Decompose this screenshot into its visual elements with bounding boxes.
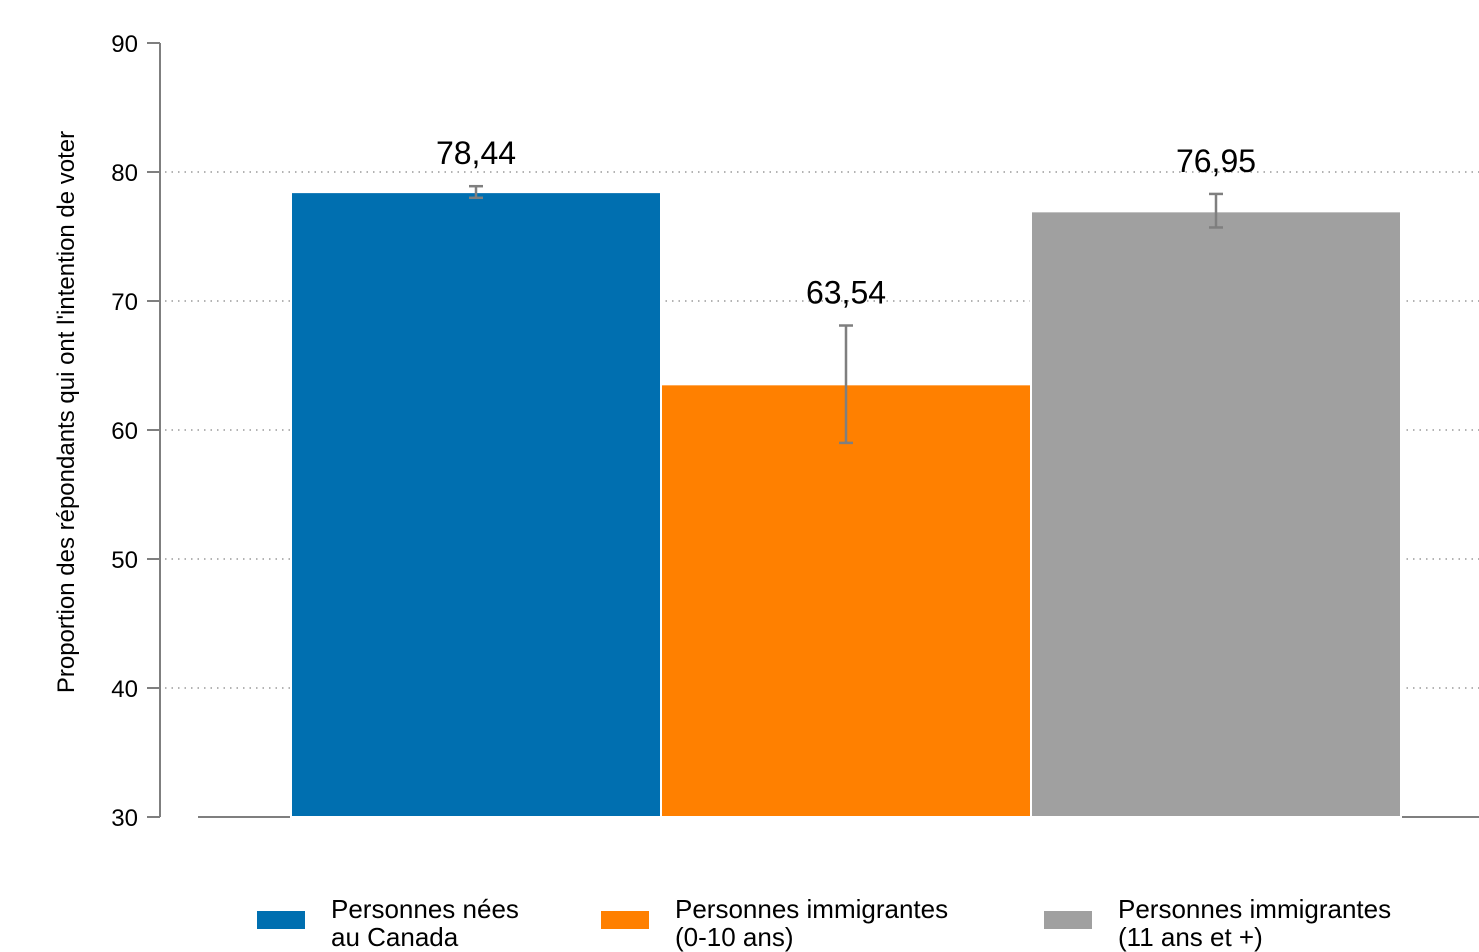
- error-bars: [469, 184, 1223, 445]
- legend-swatch: [600, 910, 650, 930]
- data-label: 78,44: [436, 135, 516, 171]
- legend-item-immigrantes-11-plus: Personnes immigrantes (11 ans et +): [1043, 895, 1391, 951]
- y-tick-label: 60: [111, 418, 138, 445]
- y-tick-label: 30: [111, 805, 138, 832]
- y-tick-label: 90: [111, 31, 138, 58]
- legend-label: Personnes immigrantes (11 ans et +): [1118, 894, 1392, 952]
- legend-label: Personnes nées au Canada: [331, 894, 519, 952]
- data-label: 63,54: [806, 275, 886, 311]
- data-labels: 78,44 63,54 76,95: [436, 135, 1256, 310]
- legend-item-immigrantes-0-10: Personnes immigrantes (0-10 ans): [600, 895, 948, 951]
- y-axis-title: Proportion des répondants qui ont l'inte…: [53, 131, 80, 693]
- legend-label: Personnes immigrantes (0-10 ans): [675, 894, 949, 952]
- y-tick-label: 40: [111, 676, 138, 703]
- y-axis: 30 40 50 60 70 80 90: [111, 31, 1479, 832]
- y-tick-label: 70: [111, 289, 138, 316]
- bar: [290, 191, 662, 818]
- data-label: 76,95: [1176, 143, 1256, 179]
- y-tick-label: 80: [111, 160, 138, 187]
- legend-item-nees-au-canada: Personnes nées au Canada: [256, 895, 519, 951]
- legend-swatch: [256, 910, 306, 930]
- error-bar: [469, 184, 483, 200]
- y-tick-label: 50: [111, 547, 138, 574]
- legend-swatch: [1043, 910, 1093, 930]
- bar: [660, 383, 1032, 818]
- legend: Personnes nées au Canada Personnes immig…: [0, 895, 1479, 952]
- bar: [1030, 210, 1402, 819]
- bars: [290, 191, 1402, 819]
- error-bar: [839, 324, 853, 445]
- error-bar: [1209, 192, 1223, 229]
